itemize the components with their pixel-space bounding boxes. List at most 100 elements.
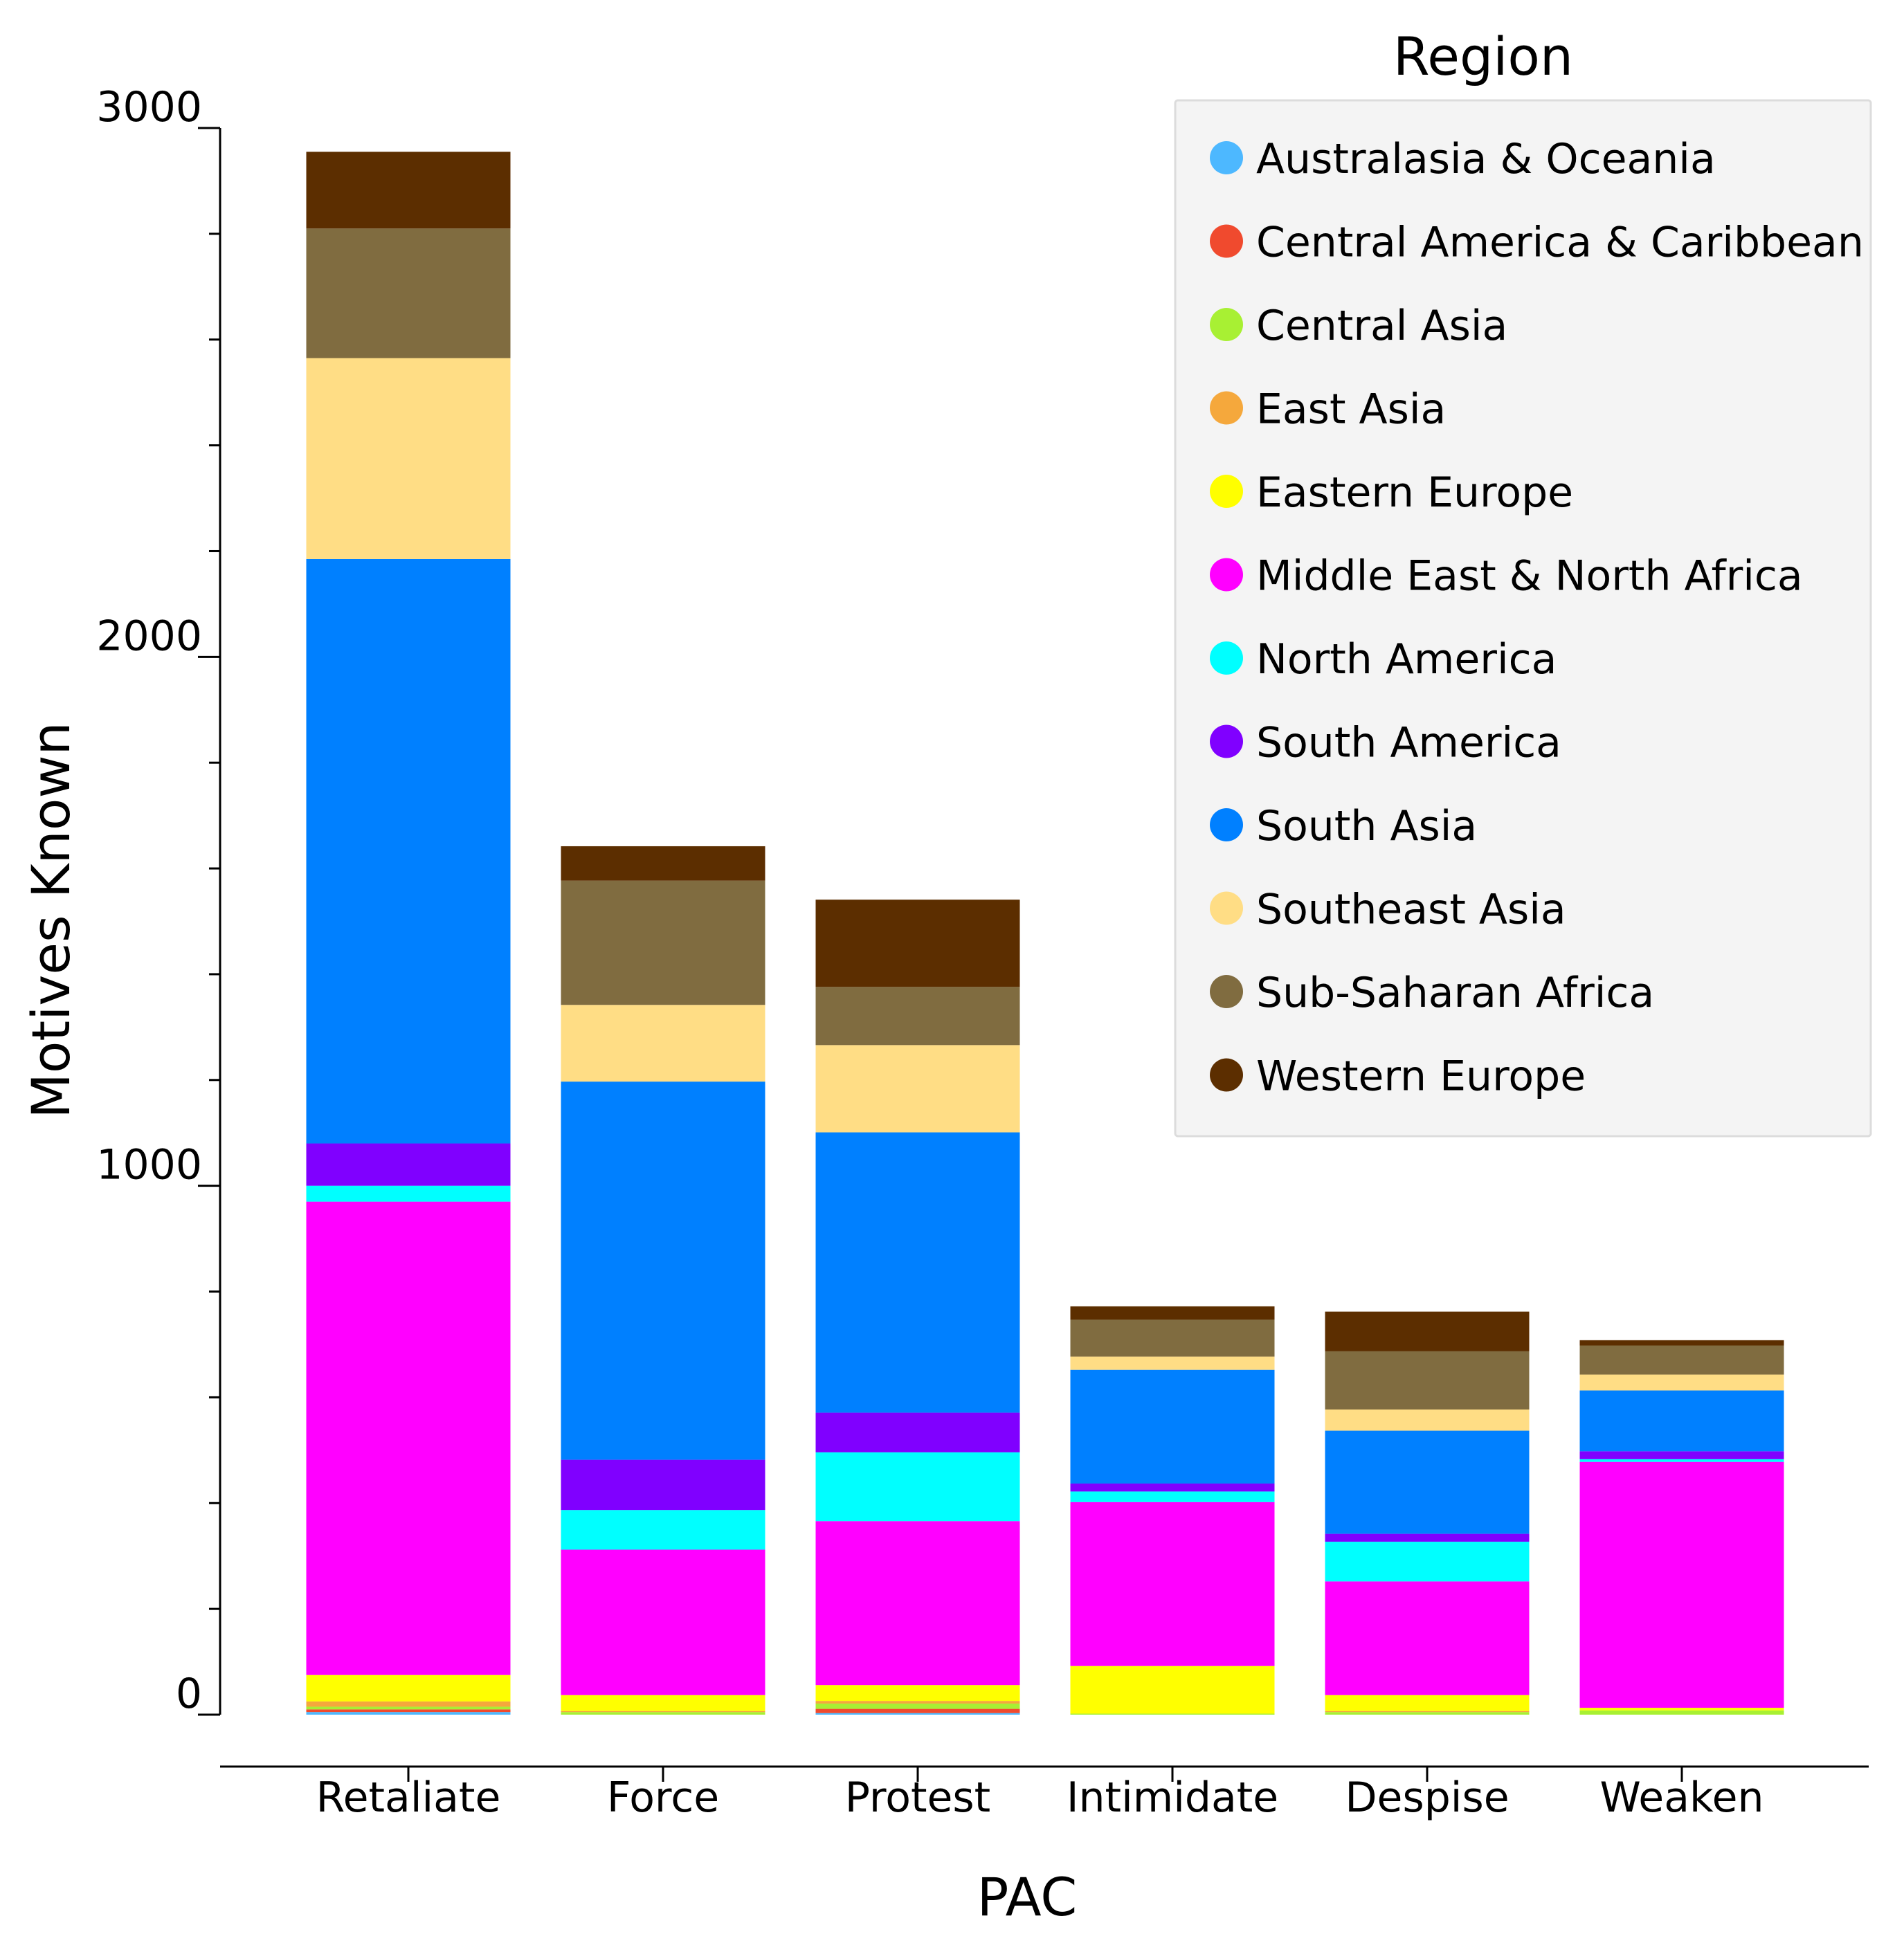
- legend-label: Australasia & Oceania: [1256, 135, 1716, 183]
- legend-marker: [1210, 224, 1243, 258]
- legend-label: Sub-Saharan Africa: [1256, 969, 1654, 1017]
- bar-segment: [815, 1521, 1020, 1686]
- bar-segment: [815, 1713, 1020, 1715]
- legend-label: East Asia: [1256, 385, 1446, 434]
- bar-segment: [306, 152, 511, 229]
- legend-item: Southeast Asia: [1210, 886, 1566, 934]
- bar-stack-protest: [815, 900, 1020, 1715]
- bar-segment: [1579, 1340, 1784, 1346]
- y-tick-label: 3000: [96, 83, 202, 131]
- bar-segment: [306, 228, 511, 358]
- legend-label: Eastern Europe: [1256, 468, 1573, 517]
- bar-segment: [561, 1695, 765, 1711]
- bar-segment: [1325, 1712, 1530, 1715]
- bar-segment: [1325, 1695, 1530, 1711]
- bar-segment: [561, 880, 765, 1005]
- bar-segment: [1070, 1306, 1275, 1320]
- bar-segment: [561, 846, 765, 881]
- bar-segment: [1579, 1390, 1784, 1452]
- legend-marker: [1210, 724, 1243, 758]
- bar-segment: [561, 1459, 765, 1511]
- x-tick-label: Retaliate: [316, 1773, 501, 1822]
- bar-segment: [561, 1549, 765, 1695]
- legend-title: Region: [1393, 26, 1573, 87]
- legend-label: North America: [1256, 635, 1557, 684]
- bar-segment: [1070, 1356, 1275, 1370]
- bar-segment: [1070, 1491, 1275, 1502]
- legend-label: Southeast Asia: [1256, 886, 1566, 934]
- legend-item: Middle East & North Africa: [1210, 552, 1803, 601]
- bar-segment: [1070, 1502, 1275, 1666]
- legend-item: Western Europe: [1210, 1052, 1586, 1101]
- bar-segment: [561, 1510, 765, 1550]
- bar-segment: [815, 1452, 1020, 1522]
- legend-marker: [1210, 641, 1243, 675]
- legend-marker: [1210, 475, 1243, 508]
- bar-segment: [1325, 1430, 1530, 1534]
- legend-label: Western Europe: [1256, 1052, 1586, 1101]
- bar-segment: [1070, 1666, 1275, 1714]
- legend-item: East Asia: [1210, 385, 1446, 434]
- bar-segment: [561, 1082, 765, 1460]
- legend-items: Australasia & Oceania Central America & C…: [1210, 135, 1864, 1101]
- bar-segment: [1325, 1533, 1530, 1542]
- bar-segment: [1579, 1451, 1784, 1459]
- bar-segment: [815, 1045, 1020, 1133]
- legend-marker: [1210, 975, 1243, 1008]
- bar-segment: [306, 1701, 511, 1707]
- bar-segment: [561, 1712, 765, 1715]
- legend-item: Central America & Caribbean: [1210, 219, 1864, 267]
- x-tick-label: Weaken: [1599, 1773, 1764, 1822]
- bar-segment: [815, 1703, 1020, 1709]
- y-tick-label: 2000: [96, 612, 202, 660]
- bar-segment: [561, 1711, 765, 1713]
- legend-marker: [1210, 558, 1243, 592]
- legend-marker: [1210, 891, 1243, 925]
- legend-label: South America: [1256, 719, 1561, 767]
- axes-layer: [219, 128, 1869, 1768]
- bar-segment: [1325, 1711, 1530, 1713]
- x-tick-label: Intimidate: [1067, 1773, 1278, 1822]
- bar-segment: [815, 1685, 1020, 1702]
- legend-item: South America: [1210, 719, 1561, 767]
- bar-segment: [815, 1412, 1020, 1452]
- bar-stack-force: [561, 846, 765, 1715]
- y-tick-label: 0: [176, 1670, 202, 1718]
- bar-segment: [815, 987, 1020, 1046]
- y-axis-title: Motives Known: [20, 722, 82, 1118]
- bar-segment: [306, 358, 511, 559]
- bars-layer: [306, 152, 1784, 1715]
- labels-layer: PAC Motives Known: [20, 722, 1077, 1928]
- legend-label: Middle East & North Africa: [1256, 552, 1803, 601]
- bar-stack-weaken: [1579, 1340, 1784, 1715]
- legend-label: Central Asia: [1256, 302, 1507, 350]
- bar-segment: [306, 1201, 511, 1675]
- bar-segment: [1579, 1708, 1784, 1711]
- legend-marker: [1210, 308, 1243, 341]
- bar-stack-retaliate: [306, 152, 511, 1715]
- legend-item: North America: [1210, 635, 1557, 684]
- bar-segment: [815, 1701, 1020, 1704]
- bar-segment: [306, 1706, 511, 1710]
- legend-marker: [1210, 808, 1243, 841]
- bar-segment: [1325, 1351, 1530, 1410]
- bar-segment: [1325, 1311, 1530, 1351]
- ticks-layer: 0 1000 2000 3000 Retaliate Force Protest Intimi…: [96, 83, 1764, 1822]
- bar-segment: [1579, 1345, 1784, 1375]
- bar-segment: [1325, 1542, 1530, 1582]
- bar-segment: [1070, 1483, 1275, 1492]
- bar-segment: [815, 900, 1020, 987]
- legend-label: South Asia: [1256, 802, 1477, 850]
- legend-item: Australasia & Oceania: [1210, 135, 1716, 183]
- legend-box: [1174, 99, 1872, 1138]
- legend-item: Central Asia: [1210, 302, 1507, 350]
- bar-segment: [306, 1185, 511, 1202]
- bar-stack-intimidate: [1070, 1306, 1275, 1715]
- y-tick-label: 1000: [96, 1141, 202, 1189]
- bar-segment: [306, 1712, 511, 1715]
- bar-segment: [1325, 1581, 1530, 1695]
- bar-segment: [306, 558, 511, 1144]
- legend-marker: [1210, 141, 1243, 174]
- bar-segment: [815, 1132, 1020, 1413]
